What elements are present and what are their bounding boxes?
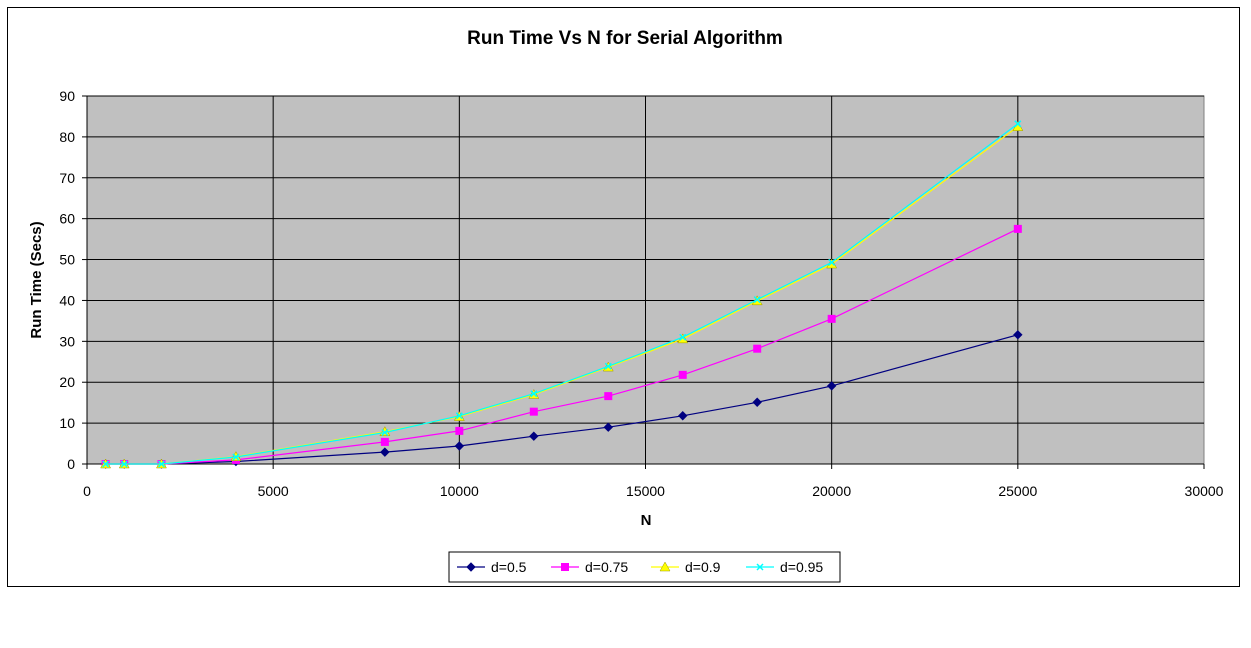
data-point (603, 422, 613, 432)
data-point (380, 447, 390, 457)
chart-title: Run Time Vs N for Serial Algorithm (467, 28, 783, 49)
x-tick-label: 15000 (626, 483, 665, 499)
data-point (529, 431, 539, 441)
y-tick-label: 0 (67, 456, 75, 472)
series-group (100, 120, 1024, 469)
legend-marker (756, 563, 764, 571)
data-point (157, 460, 165, 468)
data-point (455, 426, 464, 435)
y-tick-label: 80 (59, 129, 75, 145)
data-point (529, 407, 538, 416)
data-point (120, 460, 128, 468)
x-tick-label: 20000 (812, 483, 851, 499)
legend-marker (466, 562, 476, 572)
data-point (826, 381, 837, 391)
y-tick-label: 20 (59, 374, 75, 390)
y-tick-label: 70 (59, 170, 75, 186)
data-point (454, 441, 465, 451)
data-point (380, 437, 389, 446)
data-point (1014, 120, 1022, 128)
data-point (604, 392, 613, 401)
legend-label: d=0.9 (685, 559, 721, 575)
series-d=0.95 (102, 120, 1022, 468)
data-point (604, 362, 612, 370)
legend-label: d=0.75 (585, 559, 628, 575)
data-point (232, 453, 240, 461)
legend-label: d=0.5 (491, 559, 527, 575)
x-tick-label: 25000 (998, 483, 1037, 499)
legend-item: d=0.5 (457, 559, 527, 575)
data-point (753, 296, 761, 304)
x-tick-label: 5000 (258, 483, 289, 499)
data-point (455, 412, 463, 420)
data-point (102, 460, 110, 468)
y-tick-label: 60 (59, 211, 75, 227)
y-tick-label: 50 (59, 252, 75, 268)
y-tick-label: 40 (59, 292, 75, 308)
legend-item: d=0.9 (651, 559, 721, 575)
legend-item: d=0.75 (551, 559, 628, 575)
data-point (1013, 224, 1022, 233)
y-tick-label: 90 (59, 88, 75, 104)
series-line (105, 123, 1019, 465)
data-point (678, 370, 687, 379)
legend-marker (561, 563, 569, 571)
data-point (678, 411, 688, 421)
data-point (381, 428, 389, 437)
x-tick-label: 0 (83, 483, 91, 499)
x-axis-title: N (641, 512, 652, 529)
data-point (1013, 330, 1023, 340)
axes: 0 10 20 30 40 50 60 70 80 90 0 5000 10000 15000 20000 2… (59, 88, 1223, 499)
data-point (827, 314, 836, 323)
y-axis-title: Run Time (Secs) (28, 221, 45, 338)
legend: d=0.5 d=0.75 d=0.9 d=0.95 (448, 551, 841, 583)
x-tick-label: 10000 (440, 483, 479, 499)
legend-marker (659, 561, 671, 572)
data-point (752, 397, 762, 407)
data-point (679, 333, 687, 341)
data-point (530, 390, 538, 398)
legend-item: d=0.95 (746, 559, 823, 575)
y-tick-label: 10 (59, 415, 75, 431)
grid-lines (87, 95, 1204, 464)
x-tick-label: 30000 (1185, 483, 1224, 499)
y-tick-label: 30 (59, 333, 75, 349)
legend-label: d=0.95 (780, 559, 823, 575)
data-point (828, 258, 836, 266)
legend-box (448, 551, 841, 583)
data-point (753, 344, 762, 353)
